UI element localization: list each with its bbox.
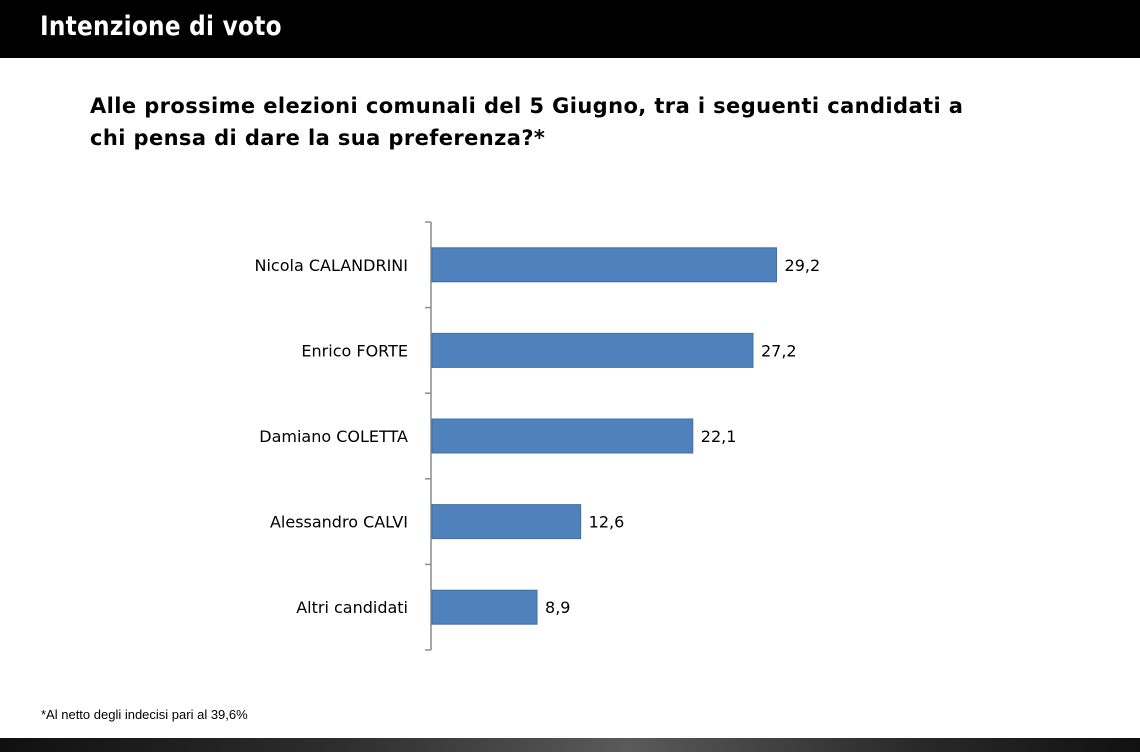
data-label: 22,1 (701, 427, 737, 446)
data-label: 29,2 (785, 256, 821, 275)
category-label: Alessandro CALVI (270, 513, 408, 532)
category-label: Damiano COLETTA (259, 427, 408, 446)
data-label: 8,9 (545, 598, 570, 617)
header-bar: Intenzione di voto (0, 0, 1140, 58)
page-title: Intenzione di voto (40, 11, 282, 42)
bar-chart: Nicola CALANDRINI 29,2 Enrico FORTE 27,2 Dam… (255, 221, 821, 651)
bar (431, 247, 778, 283)
survey-question: Alle prossime elezioni comunali del 5 Gi… (90, 94, 964, 150)
bar (431, 418, 694, 454)
footer-bar (0, 738, 1140, 752)
footnote: *Al netto degli indecisi pari al 39,6% (41, 707, 248, 722)
category-label: Altri candidati (296, 598, 408, 617)
bar (431, 504, 582, 540)
bar (431, 589, 538, 625)
bar (431, 332, 754, 368)
category-label: Enrico FORTE (301, 341, 408, 360)
data-label: 12,6 (589, 513, 625, 532)
category-label: Nicola CALANDRINI (255, 256, 409, 275)
data-label: 27,2 (761, 341, 797, 360)
